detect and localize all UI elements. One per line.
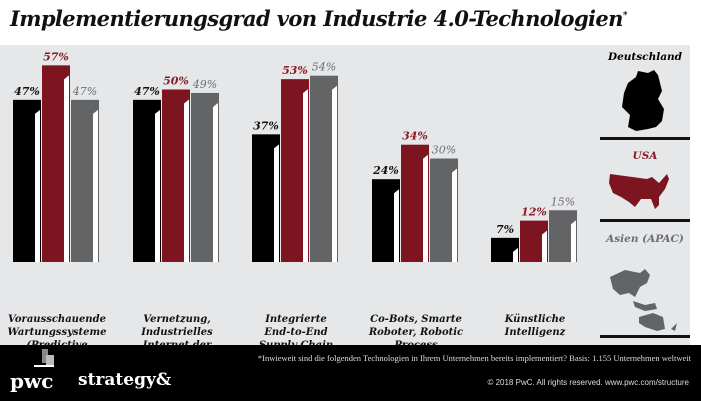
data-label: 47% — [14, 85, 40, 98]
legend-label-deutschland: Deutschland — [608, 51, 682, 63]
copyright: © 2018 PwC. All rights reserved. www.pwc… — [487, 378, 689, 387]
data-label: 57% — [43, 50, 69, 63]
title-text: Implementierungsgrad von Industrie 4.0-T… — [10, 6, 623, 31]
legend-divider — [600, 219, 690, 222]
category-label-line: End-to-End — [264, 327, 328, 338]
category-label-line: Wartungssysteme — [7, 327, 107, 338]
data-label: 30% — [432, 144, 456, 157]
data-label: 53% — [282, 64, 308, 77]
data-label: 47% — [134, 85, 160, 98]
category-label-line: Vorausschauende — [8, 314, 106, 325]
data-label: 12% — [521, 206, 547, 219]
germany-map-icon — [622, 70, 664, 131]
bar-highlight — [213, 102, 218, 262]
data-label: 15% — [551, 195, 575, 208]
bar-highlight — [93, 109, 98, 262]
legend-label-usa: USA — [632, 150, 658, 162]
pwc-logo-blocks-icon — [34, 349, 54, 367]
bar-highlight — [303, 89, 308, 263]
bar-highlight — [394, 189, 399, 262]
data-label: 50% — [163, 75, 189, 88]
data-label: 49% — [192, 78, 217, 91]
bar-highlight — [274, 144, 279, 262]
category-label-line: Roboter, Robotic — [368, 327, 464, 338]
data-label: 54% — [312, 61, 336, 74]
footnote: *Inwieweit sind die folgenden Technologi… — [257, 353, 691, 363]
bar-highlight — [513, 247, 518, 262]
bar-highlight — [155, 109, 160, 262]
data-label: 37% — [253, 119, 279, 132]
strategy-logo: strategy& — [78, 370, 172, 390]
category-label: Künstliche Intelligenz — [475, 313, 595, 339]
pwc-logo: pwc — [10, 369, 54, 393]
legend-divider — [600, 335, 690, 338]
data-label: 34% — [402, 130, 428, 143]
category-label-line: Industrielles — [141, 327, 213, 338]
legend-divider — [600, 137, 690, 140]
category-label-line: Co-Bots, Smarte — [370, 314, 462, 325]
bar-highlight — [571, 220, 576, 262]
bar-highlight — [184, 99, 189, 262]
bar-highlight — [542, 230, 547, 262]
asia-pacific-map-icon — [610, 269, 677, 331]
data-label: 47% — [72, 85, 97, 98]
bar-highlight — [423, 154, 428, 262]
category-label-line: Intelligenz — [504, 327, 566, 338]
bar-highlight — [332, 85, 337, 262]
title-footnote-marker: * — [622, 11, 628, 21]
data-label: 7% — [496, 223, 514, 236]
usa-map-icon — [609, 174, 669, 209]
bar-highlight — [35, 109, 40, 262]
chart-panel: 47% 57% 47% 47% 50% 49% 37% 53% 54% 24% 34% 30% 7% 12… — [0, 45, 690, 364]
bar-chart: 47%57%47% 47%50% 49%37%53% 54%24%34%30%7%12… — [13, 50, 577, 263]
bar-highlight — [64, 75, 69, 262]
footer: *Inwieweit sind die folgenden Technologi… — [0, 345, 701, 401]
category-label-line: Künstliche — [504, 314, 566, 325]
bar-highlight — [452, 168, 457, 262]
data-label: 24% — [372, 164, 399, 177]
category-label-line: Integrierte — [265, 314, 327, 325]
legend-label-asia: Asien (APAC) — [606, 233, 684, 245]
chart-title: Implementierungsgrad von Industrie 4.0-T… — [10, 6, 628, 31]
category-label-line: Vernetzung, — [143, 314, 211, 325]
